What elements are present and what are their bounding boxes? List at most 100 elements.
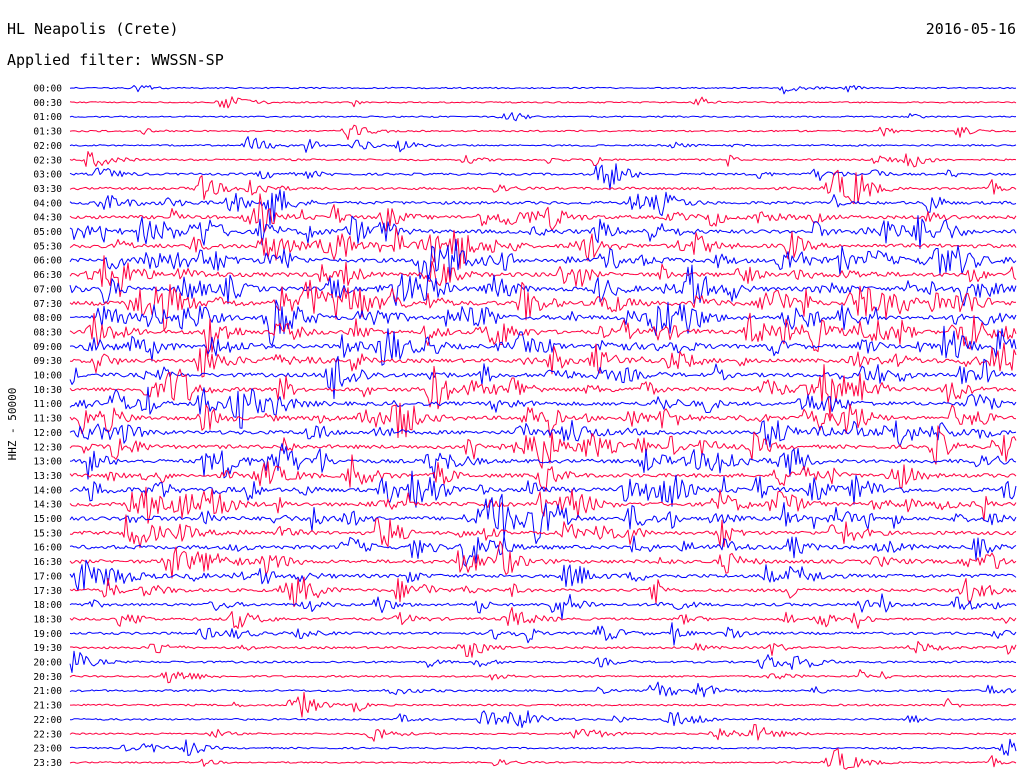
date-label: 2016-05-16 bbox=[925, 20, 1016, 38]
time-label: 05:30 bbox=[33, 241, 62, 252]
trace-05:00 bbox=[69, 215, 1017, 250]
time-label: 05:00 bbox=[33, 227, 62, 238]
time-label: 16:00 bbox=[33, 543, 62, 554]
time-label: 02:00 bbox=[33, 141, 62, 152]
time-label: 18:00 bbox=[33, 600, 62, 611]
time-label: 06:30 bbox=[33, 270, 62, 281]
time-label: 01:30 bbox=[33, 127, 62, 138]
trace-03:00 bbox=[69, 163, 1017, 191]
time-label: 13:30 bbox=[33, 471, 62, 482]
trace-17:00 bbox=[69, 559, 1017, 592]
trace-18:00 bbox=[69, 593, 1017, 620]
trace-04:30 bbox=[69, 193, 1017, 234]
time-label: 20:30 bbox=[33, 672, 62, 683]
trace-23:30 bbox=[69, 748, 1017, 770]
time-label: 23:00 bbox=[33, 744, 62, 755]
time-label: 19:00 bbox=[33, 629, 62, 640]
time-label: 08:00 bbox=[33, 313, 62, 324]
trace-22:30 bbox=[69, 724, 1017, 742]
trace-15:00 bbox=[69, 493, 1017, 545]
trace-06:00 bbox=[69, 238, 1017, 281]
time-label: 07:00 bbox=[33, 284, 62, 295]
station-title: HL Neapolis (Crete) bbox=[7, 20, 179, 38]
trace-15:30 bbox=[69, 514, 1017, 549]
time-label: 21:30 bbox=[33, 701, 62, 712]
time-label: 04:30 bbox=[33, 213, 62, 224]
trace-02:00 bbox=[69, 136, 1017, 153]
trace-19:30 bbox=[69, 640, 1017, 658]
time-label: 20:00 bbox=[33, 658, 62, 669]
trace-20:30 bbox=[69, 669, 1017, 684]
trace-11:00 bbox=[69, 386, 1017, 429]
trace-23:00 bbox=[69, 738, 1017, 756]
time-label: 12:30 bbox=[33, 442, 62, 453]
filter-label: Applied filter: WWSSN-SP bbox=[7, 51, 224, 69]
trace-07:00 bbox=[69, 264, 1017, 307]
trace-08:30 bbox=[69, 312, 1017, 358]
trace-04:00 bbox=[69, 189, 1017, 226]
time-label: 17:00 bbox=[33, 571, 62, 582]
trace-16:00 bbox=[69, 535, 1017, 567]
trace-02:30 bbox=[69, 151, 1017, 168]
time-label: 00:30 bbox=[33, 98, 62, 109]
time-label: 22:00 bbox=[33, 715, 62, 726]
time-label: 12:00 bbox=[33, 428, 62, 439]
trace-09:00 bbox=[69, 325, 1017, 366]
time-label: 03:00 bbox=[33, 170, 62, 181]
trace-03:30 bbox=[69, 169, 1017, 205]
time-label: 15:30 bbox=[33, 528, 62, 539]
trace-19:00 bbox=[69, 622, 1017, 646]
time-label: 11:00 bbox=[33, 399, 62, 410]
time-label: 15:00 bbox=[33, 514, 62, 525]
trace-10:00 bbox=[69, 355, 1017, 400]
trace-12:30 bbox=[69, 425, 1017, 469]
trace-06:30 bbox=[69, 255, 1017, 298]
time-label: 02:30 bbox=[33, 155, 62, 166]
time-label: 01:00 bbox=[33, 112, 62, 123]
time-label: 03:30 bbox=[33, 184, 62, 195]
time-label: 14:30 bbox=[33, 500, 62, 511]
trace-14:00 bbox=[69, 470, 1017, 508]
trace-08:00 bbox=[69, 299, 1017, 347]
trace-11:30 bbox=[69, 402, 1017, 439]
time-label: 00:00 bbox=[33, 84, 62, 95]
time-label: 10:00 bbox=[33, 371, 62, 382]
trace-14:30 bbox=[69, 486, 1017, 524]
time-label: 10:30 bbox=[33, 385, 62, 396]
time-label: 07:30 bbox=[33, 299, 62, 310]
time-label: 04:00 bbox=[33, 198, 62, 209]
time-labels: 00:00 00:30 01:00 01:30 02:00 02:30 03:00 03:30… bbox=[33, 84, 62, 769]
trace-17:30 bbox=[69, 576, 1017, 608]
time-label: 06:00 bbox=[33, 256, 62, 267]
trace-05:30 bbox=[69, 227, 1017, 269]
time-label: 13:00 bbox=[33, 457, 62, 468]
time-label: 23:30 bbox=[33, 758, 62, 769]
trace-13:00 bbox=[69, 443, 1017, 480]
trace-10:30 bbox=[69, 364, 1017, 418]
time-label: 09:00 bbox=[33, 342, 62, 353]
trace-01:30 bbox=[69, 124, 1017, 140]
trace-00:30 bbox=[69, 96, 1017, 109]
time-label: 21:00 bbox=[33, 686, 62, 697]
trace-09:30 bbox=[69, 342, 1017, 378]
trace-12:00 bbox=[69, 420, 1017, 448]
trace-20:00 bbox=[69, 650, 1017, 673]
time-label: 08:30 bbox=[33, 327, 62, 338]
time-label: 17:30 bbox=[33, 586, 62, 597]
trace-lines bbox=[69, 85, 1017, 770]
time-label: 09:30 bbox=[33, 356, 62, 367]
time-label: 19:30 bbox=[33, 643, 62, 654]
trace-16:30 bbox=[69, 540, 1017, 579]
trace-21:30 bbox=[70, 691, 1017, 718]
trace-13:30 bbox=[69, 454, 1017, 492]
trace-07:30 bbox=[69, 279, 1017, 331]
time-label: 16:30 bbox=[33, 557, 62, 568]
time-label: 18:30 bbox=[33, 614, 62, 625]
trace-01:00 bbox=[69, 112, 1017, 122]
time-label: 14:00 bbox=[33, 485, 62, 496]
trace-18:30 bbox=[69, 607, 1017, 629]
time-label: 22:30 bbox=[33, 729, 62, 740]
time-label: 11:30 bbox=[33, 414, 62, 425]
trace-22:00 bbox=[69, 710, 1017, 728]
